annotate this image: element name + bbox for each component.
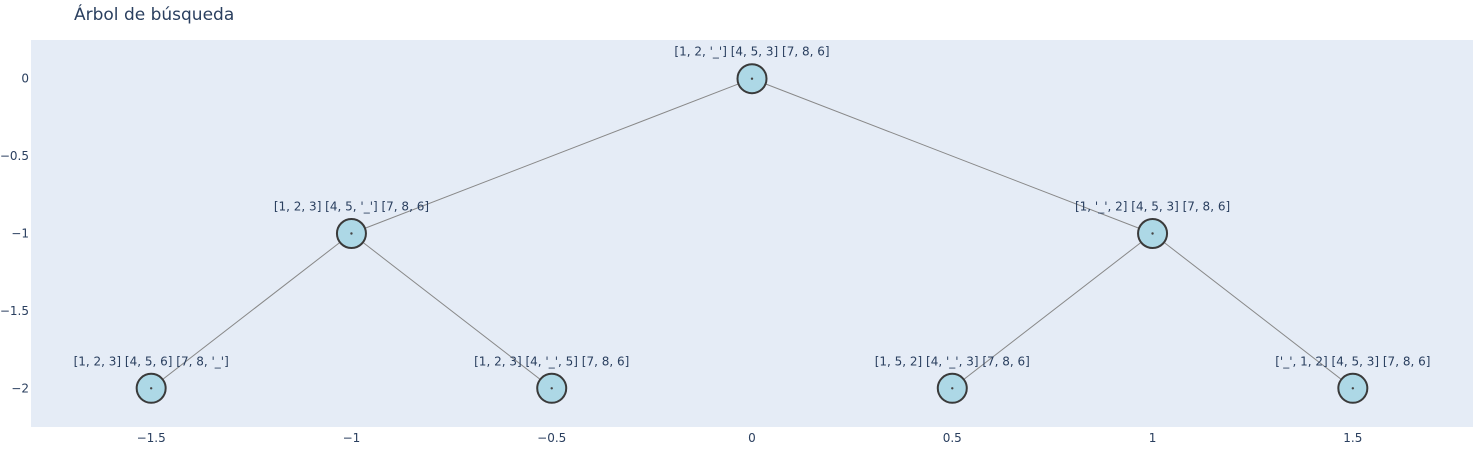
- node-labels: [1, 2, '_'] [4, 5, 3] [7, 8, 6] [1, 2, 3]…: [74, 45, 1431, 369]
- tree-edge: [351, 233, 553, 389]
- node-label: [1, 2, 3] [4, '_', 5] [7, 8, 6]: [474, 354, 629, 368]
- tree-node-center-dot: [149, 387, 153, 390]
- x-tick-label: 0: [748, 431, 756, 445]
- y-axis-ticks: 0 −0.5 −1 −1.5 −2: [0, 72, 29, 396]
- plot-area: [31, 40, 1473, 427]
- node-label: [1, '_', 2] [4, 5, 3] [7, 8, 6]: [1075, 200, 1230, 214]
- x-tick-label: −1: [343, 431, 361, 445]
- node-label: [1, 2, 3] [4, 5, '_'] [7, 8, 6]: [274, 200, 429, 214]
- x-axis-ticks: −1.5 −1 −0.5 0 0.5 1 1.5: [137, 431, 1363, 445]
- tree-edge: [1152, 233, 1354, 389]
- y-tick-label: −0.5: [0, 149, 29, 163]
- tree-node-center-dot: [550, 387, 553, 390]
- node-label: ['_', 1, 2] [4, 5, 3] [7, 8, 6]: [1275, 354, 1430, 368]
- tree-node-center-dot: [1351, 387, 1355, 390]
- tree-node-center-dot: [1151, 232, 1154, 235]
- y-tick-label: −1.5: [0, 304, 29, 318]
- y-tick-label: −1: [11, 227, 29, 241]
- tree-edges: [150, 78, 1354, 389]
- tree-edge: [751, 78, 1153, 234]
- tree-node-center-dot: [951, 387, 954, 390]
- tree-nodes: [135, 63, 1369, 404]
- x-tick-label: −0.5: [537, 431, 566, 445]
- tree-edge: [351, 78, 753, 234]
- node-label: [1, 2, 3] [4, 5, 6] [7, 8, '_']: [74, 354, 229, 368]
- x-tick-label: 1: [1149, 431, 1157, 445]
- chart-title: Árbol de búsqueda: [74, 3, 234, 25]
- node-label: [1, 5, 2] [4, '_', 3] [7, 8, 6]: [875, 354, 1030, 368]
- tree-edge: [150, 233, 352, 389]
- x-tick-label: 1.5: [1343, 431, 1362, 445]
- x-tick-label: −1.5: [137, 431, 166, 445]
- tree-node-center-dot: [750, 77, 754, 80]
- node-label: [1, 2, '_'] [4, 5, 3] [7, 8, 6]: [674, 45, 829, 59]
- tree-edge: [951, 233, 1153, 389]
- x-tick-label: 0.5: [943, 431, 962, 445]
- tree-node-center-dot: [350, 232, 353, 235]
- y-tick-label: −2: [11, 381, 29, 395]
- y-tick-label: 0: [21, 72, 29, 86]
